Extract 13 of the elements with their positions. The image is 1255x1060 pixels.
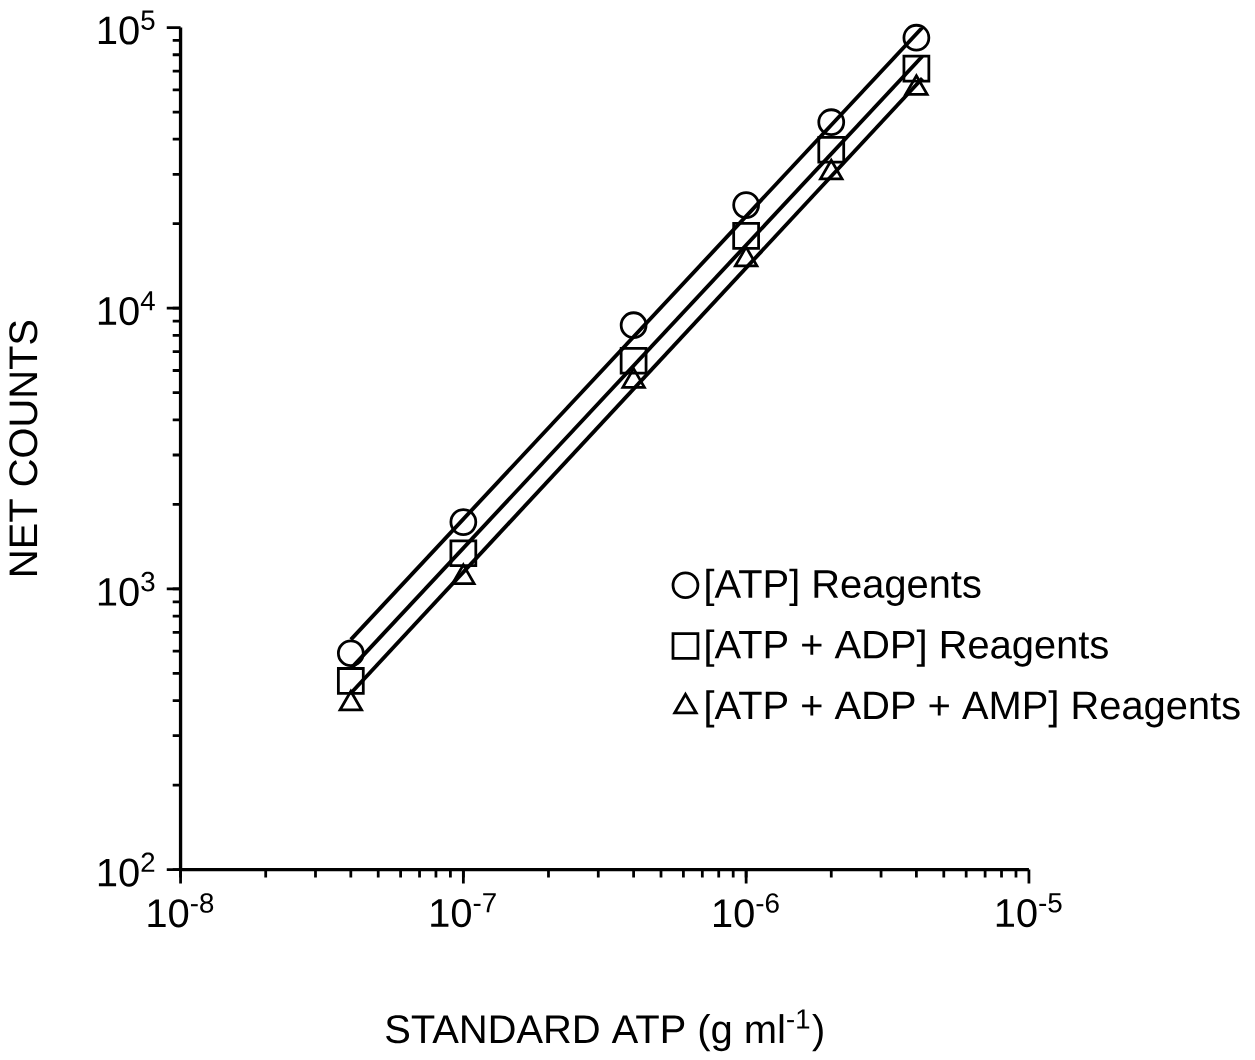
y-tick-label: 10$^{2}$ [98,852,155,887]
y-axis-title: NET COUNTS [9,320,38,575]
legend-label: [ATP + ADP] Reagents [706,629,1108,667]
x-tick-label: 10$^{-6}$ [714,893,779,928]
y-tick-label: 10$^{3}$ [98,571,155,606]
legend-label: [ATP] Reagents [706,568,981,606]
legend-label: [ATP + ADP + AMP] Reagents [706,689,1240,728]
x-tick-label: 10$^{-8}$ [148,893,214,928]
x-tick-label: 10$^{-5}$ [996,892,1062,927]
y-tick-label: 10$^{4}$ [98,291,155,325]
x-axis-title: STANDARD ATP (g ml$^{-1}$) [386,1009,823,1052]
y-tick-label: 10$^{5}$ [98,10,155,45]
x-tick-label: 10$^{-7}$ [431,892,496,927]
